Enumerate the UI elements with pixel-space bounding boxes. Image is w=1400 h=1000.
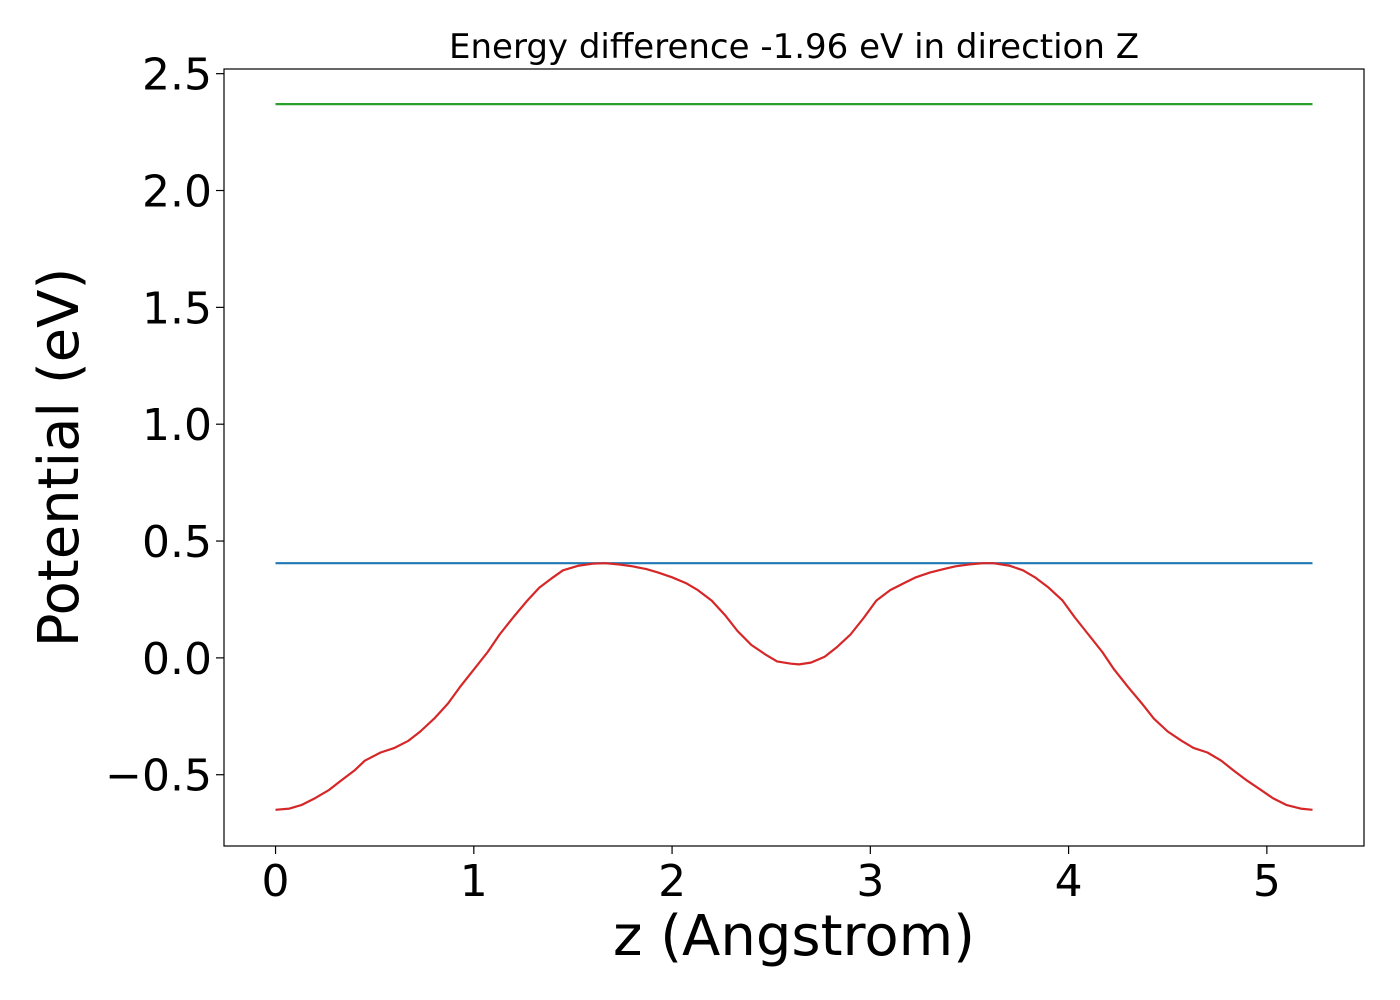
chart-title: Energy difference -1.96 eV in direction … — [449, 27, 1139, 67]
y-tick-label: 2.5 — [142, 50, 212, 101]
x-tick-label: 3 — [856, 856, 884, 907]
x-tick-label: 1 — [460, 856, 488, 907]
y-tick-label: 0.0 — [142, 634, 212, 685]
series-layer — [275, 102, 1313, 811]
x-tick-label: 2 — [658, 856, 686, 907]
x-tick-label: 0 — [262, 856, 290, 907]
plot-area — [223, 68, 1365, 847]
y-tick-label: 0.5 — [142, 517, 212, 568]
x-axis: 0 1 2 3 4 5 — [262, 846, 1281, 907]
y-axis-title: Potential (eV) — [27, 268, 92, 648]
potential-curve — [275, 562, 1313, 811]
x-axis-title: z (Angstrom) — [613, 904, 975, 969]
y-tick-label: 2.0 — [142, 167, 212, 218]
x-tick-label: 5 — [1253, 856, 1281, 907]
x-tick-label: 4 — [1055, 856, 1083, 907]
plot-frame — [223, 68, 1365, 847]
y-tick-label: 1.0 — [142, 400, 212, 451]
y-tick-label: −0.5 — [105, 751, 212, 802]
y-tick-label: 1.5 — [142, 283, 212, 334]
y-axis: −0.5 0.0 0.5 1.0 1.5 2.0 2.5 — [105, 50, 224, 802]
